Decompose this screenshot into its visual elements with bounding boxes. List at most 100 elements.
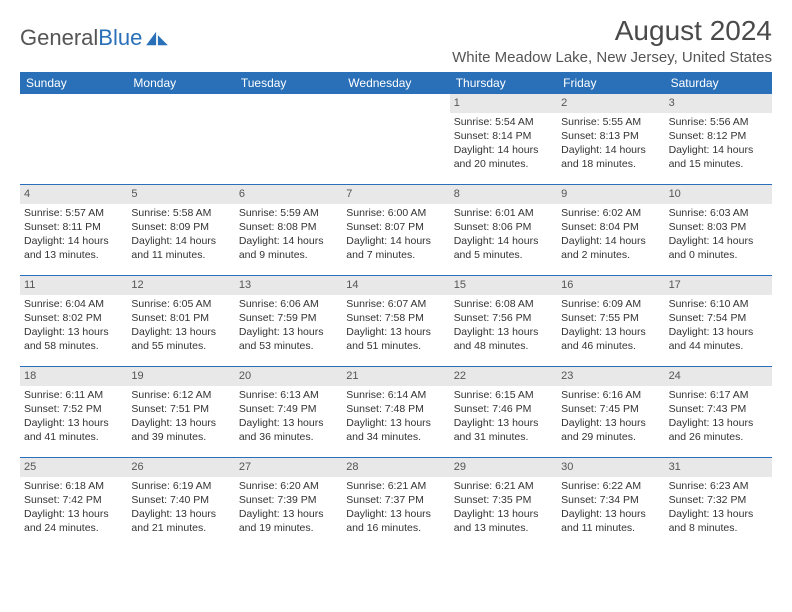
title-block: August 2024 White Meadow Lake, New Jerse… (452, 15, 772, 66)
daylight-text: Daylight: 13 hours and 44 minutes. (669, 325, 768, 353)
sunset-text: Sunset: 7:37 PM (346, 493, 445, 507)
sunset-text: Sunset: 7:42 PM (24, 493, 123, 507)
day-cell: 5Sunrise: 5:58 AMSunset: 8:09 PMDaylight… (127, 185, 234, 275)
daylight-text: Daylight: 13 hours and 41 minutes. (24, 416, 123, 444)
day-cell: 18Sunrise: 6:11 AMSunset: 7:52 PMDayligh… (20, 367, 127, 457)
sunrise-text: Sunrise: 6:15 AM (454, 388, 553, 402)
sunrise-text: Sunrise: 5:54 AM (454, 115, 553, 129)
day-cell: 7Sunrise: 6:00 AMSunset: 8:07 PMDaylight… (342, 185, 449, 275)
daylight-text: Daylight: 13 hours and 21 minutes. (131, 507, 230, 535)
day-number: 12 (127, 276, 234, 295)
day-number: 1 (450, 94, 557, 113)
day-number: 14 (342, 276, 449, 295)
sunrise-text: Sunrise: 6:14 AM (346, 388, 445, 402)
daylight-text: Daylight: 14 hours and 5 minutes. (454, 234, 553, 262)
sunrise-text: Sunrise: 6:22 AM (561, 479, 660, 493)
day-content: Sunrise: 6:06 AMSunset: 7:59 PMDaylight:… (235, 295, 342, 358)
week-row: 18Sunrise: 6:11 AMSunset: 7:52 PMDayligh… (20, 367, 772, 458)
sunset-text: Sunset: 8:09 PM (131, 220, 230, 234)
location-subtitle: White Meadow Lake, New Jersey, United St… (452, 49, 772, 66)
daylight-text: Daylight: 14 hours and 15 minutes. (669, 143, 768, 171)
day-number: 26 (127, 458, 234, 477)
day-content: Sunrise: 6:00 AMSunset: 8:07 PMDaylight:… (342, 204, 449, 267)
sunset-text: Sunset: 7:54 PM (669, 311, 768, 325)
day-content: Sunrise: 6:19 AMSunset: 7:40 PMDaylight:… (127, 477, 234, 540)
daylight-text: Daylight: 14 hours and 7 minutes. (346, 234, 445, 262)
day-cell: 26Sunrise: 6:19 AMSunset: 7:40 PMDayligh… (127, 458, 234, 548)
day-number: 15 (450, 276, 557, 295)
day-content: Sunrise: 6:13 AMSunset: 7:49 PMDaylight:… (235, 386, 342, 449)
daylight-text: Daylight: 13 hours and 31 minutes. (454, 416, 553, 444)
weekday-header-row: SundayMondayTuesdayWednesdayThursdayFrid… (20, 72, 772, 94)
day-number: 19 (127, 367, 234, 386)
calendar-grid: SundayMondayTuesdayWednesdayThursdayFrid… (20, 72, 772, 548)
day-content: Sunrise: 6:21 AMSunset: 7:35 PMDaylight:… (450, 477, 557, 540)
daylight-text: Daylight: 14 hours and 20 minutes. (454, 143, 553, 171)
weekday-header: Sunday (20, 72, 127, 94)
day-number: 4 (20, 185, 127, 204)
day-content: Sunrise: 5:54 AMSunset: 8:14 PMDaylight:… (450, 113, 557, 176)
day-number: 20 (235, 367, 342, 386)
sunset-text: Sunset: 7:35 PM (454, 493, 553, 507)
daylight-text: Daylight: 13 hours and 16 minutes. (346, 507, 445, 535)
daylight-text: Daylight: 14 hours and 0 minutes. (669, 234, 768, 262)
daylight-text: Daylight: 14 hours and 11 minutes. (131, 234, 230, 262)
day-cell (20, 94, 127, 184)
sunrise-text: Sunrise: 5:56 AM (669, 115, 768, 129)
sunrise-text: Sunrise: 6:13 AM (239, 388, 338, 402)
weekday-header: Wednesday (342, 72, 449, 94)
day-content (127, 113, 234, 119)
day-content: Sunrise: 6:05 AMSunset: 8:01 PMDaylight:… (127, 295, 234, 358)
calendar-page: GeneralBlue August 2024 White Meadow Lak… (0, 0, 792, 563)
day-cell (235, 94, 342, 184)
sunset-text: Sunset: 7:46 PM (454, 402, 553, 416)
sunset-text: Sunset: 7:32 PM (669, 493, 768, 507)
day-cell: 2Sunrise: 5:55 AMSunset: 8:13 PMDaylight… (557, 94, 664, 184)
sunrise-text: Sunrise: 6:05 AM (131, 297, 230, 311)
daylight-text: Daylight: 13 hours and 34 minutes. (346, 416, 445, 444)
day-cell: 20Sunrise: 6:13 AMSunset: 7:49 PMDayligh… (235, 367, 342, 457)
day-cell: 3Sunrise: 5:56 AMSunset: 8:12 PMDaylight… (665, 94, 772, 184)
sunset-text: Sunset: 7:45 PM (561, 402, 660, 416)
logo-sail-icon (146, 29, 168, 47)
day-content: Sunrise: 5:55 AMSunset: 8:13 PMDaylight:… (557, 113, 664, 176)
weeks-container: 1Sunrise: 5:54 AMSunset: 8:14 PMDaylight… (20, 94, 772, 548)
daylight-text: Daylight: 13 hours and 29 minutes. (561, 416, 660, 444)
day-content: Sunrise: 6:07 AMSunset: 7:58 PMDaylight:… (342, 295, 449, 358)
daylight-text: Daylight: 13 hours and 8 minutes. (669, 507, 768, 535)
weekday-header: Monday (127, 72, 234, 94)
daylight-text: Daylight: 13 hours and 11 minutes. (561, 507, 660, 535)
day-content: Sunrise: 6:23 AMSunset: 7:32 PMDaylight:… (665, 477, 772, 540)
day-content: Sunrise: 6:22 AMSunset: 7:34 PMDaylight:… (557, 477, 664, 540)
sunrise-text: Sunrise: 6:03 AM (669, 206, 768, 220)
daylight-text: Daylight: 13 hours and 51 minutes. (346, 325, 445, 353)
day-number: 2 (557, 94, 664, 113)
week-row: 4Sunrise: 5:57 AMSunset: 8:11 PMDaylight… (20, 185, 772, 276)
day-content (20, 113, 127, 119)
daylight-text: Daylight: 13 hours and 48 minutes. (454, 325, 553, 353)
month-title: August 2024 (452, 15, 772, 47)
day-content: Sunrise: 5:56 AMSunset: 8:12 PMDaylight:… (665, 113, 772, 176)
day-number: 27 (235, 458, 342, 477)
day-number: 9 (557, 185, 664, 204)
sunset-text: Sunset: 8:07 PM (346, 220, 445, 234)
day-cell: 24Sunrise: 6:17 AMSunset: 7:43 PMDayligh… (665, 367, 772, 457)
day-content: Sunrise: 6:16 AMSunset: 7:45 PMDaylight:… (557, 386, 664, 449)
day-number: 25 (20, 458, 127, 477)
day-content: Sunrise: 6:17 AMSunset: 7:43 PMDaylight:… (665, 386, 772, 449)
sunset-text: Sunset: 7:59 PM (239, 311, 338, 325)
day-cell: 14Sunrise: 6:07 AMSunset: 7:58 PMDayligh… (342, 276, 449, 366)
daylight-text: Daylight: 13 hours and 26 minutes. (669, 416, 768, 444)
sunset-text: Sunset: 7:51 PM (131, 402, 230, 416)
sunrise-text: Sunrise: 6:19 AM (131, 479, 230, 493)
weekday-header: Friday (557, 72, 664, 94)
day-number: 16 (557, 276, 664, 295)
daylight-text: Daylight: 13 hours and 46 minutes. (561, 325, 660, 353)
day-content: Sunrise: 6:02 AMSunset: 8:04 PMDaylight:… (557, 204, 664, 267)
logo-word-blue: Blue (98, 25, 142, 50)
sunrise-text: Sunrise: 6:11 AM (24, 388, 123, 402)
day-number: 10 (665, 185, 772, 204)
daylight-text: Daylight: 13 hours and 24 minutes. (24, 507, 123, 535)
sunrise-text: Sunrise: 6:00 AM (346, 206, 445, 220)
sunrise-text: Sunrise: 6:06 AM (239, 297, 338, 311)
